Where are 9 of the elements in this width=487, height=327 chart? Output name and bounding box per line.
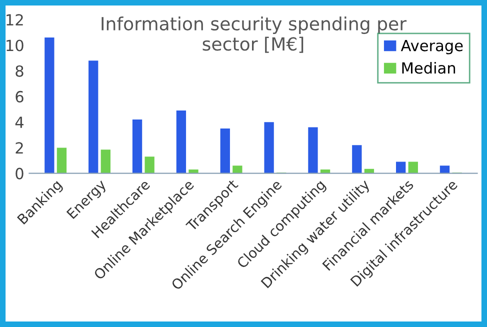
y-tick-label: 6 — [16, 90, 24, 102]
legend-label: Average — [400, 40, 463, 54]
y-tick-label: 2 — [16, 142, 23, 154]
y-tick-label: 4 — [15, 116, 24, 128]
legend-label: Median — [402, 62, 456, 74]
y-tick-label: 0 — [16, 168, 24, 180]
y-tick-label: 8 — [16, 65, 24, 77]
y-tick-label: 12 — [6, 14, 23, 26]
y-tick-label: 10 — [6, 40, 24, 52]
